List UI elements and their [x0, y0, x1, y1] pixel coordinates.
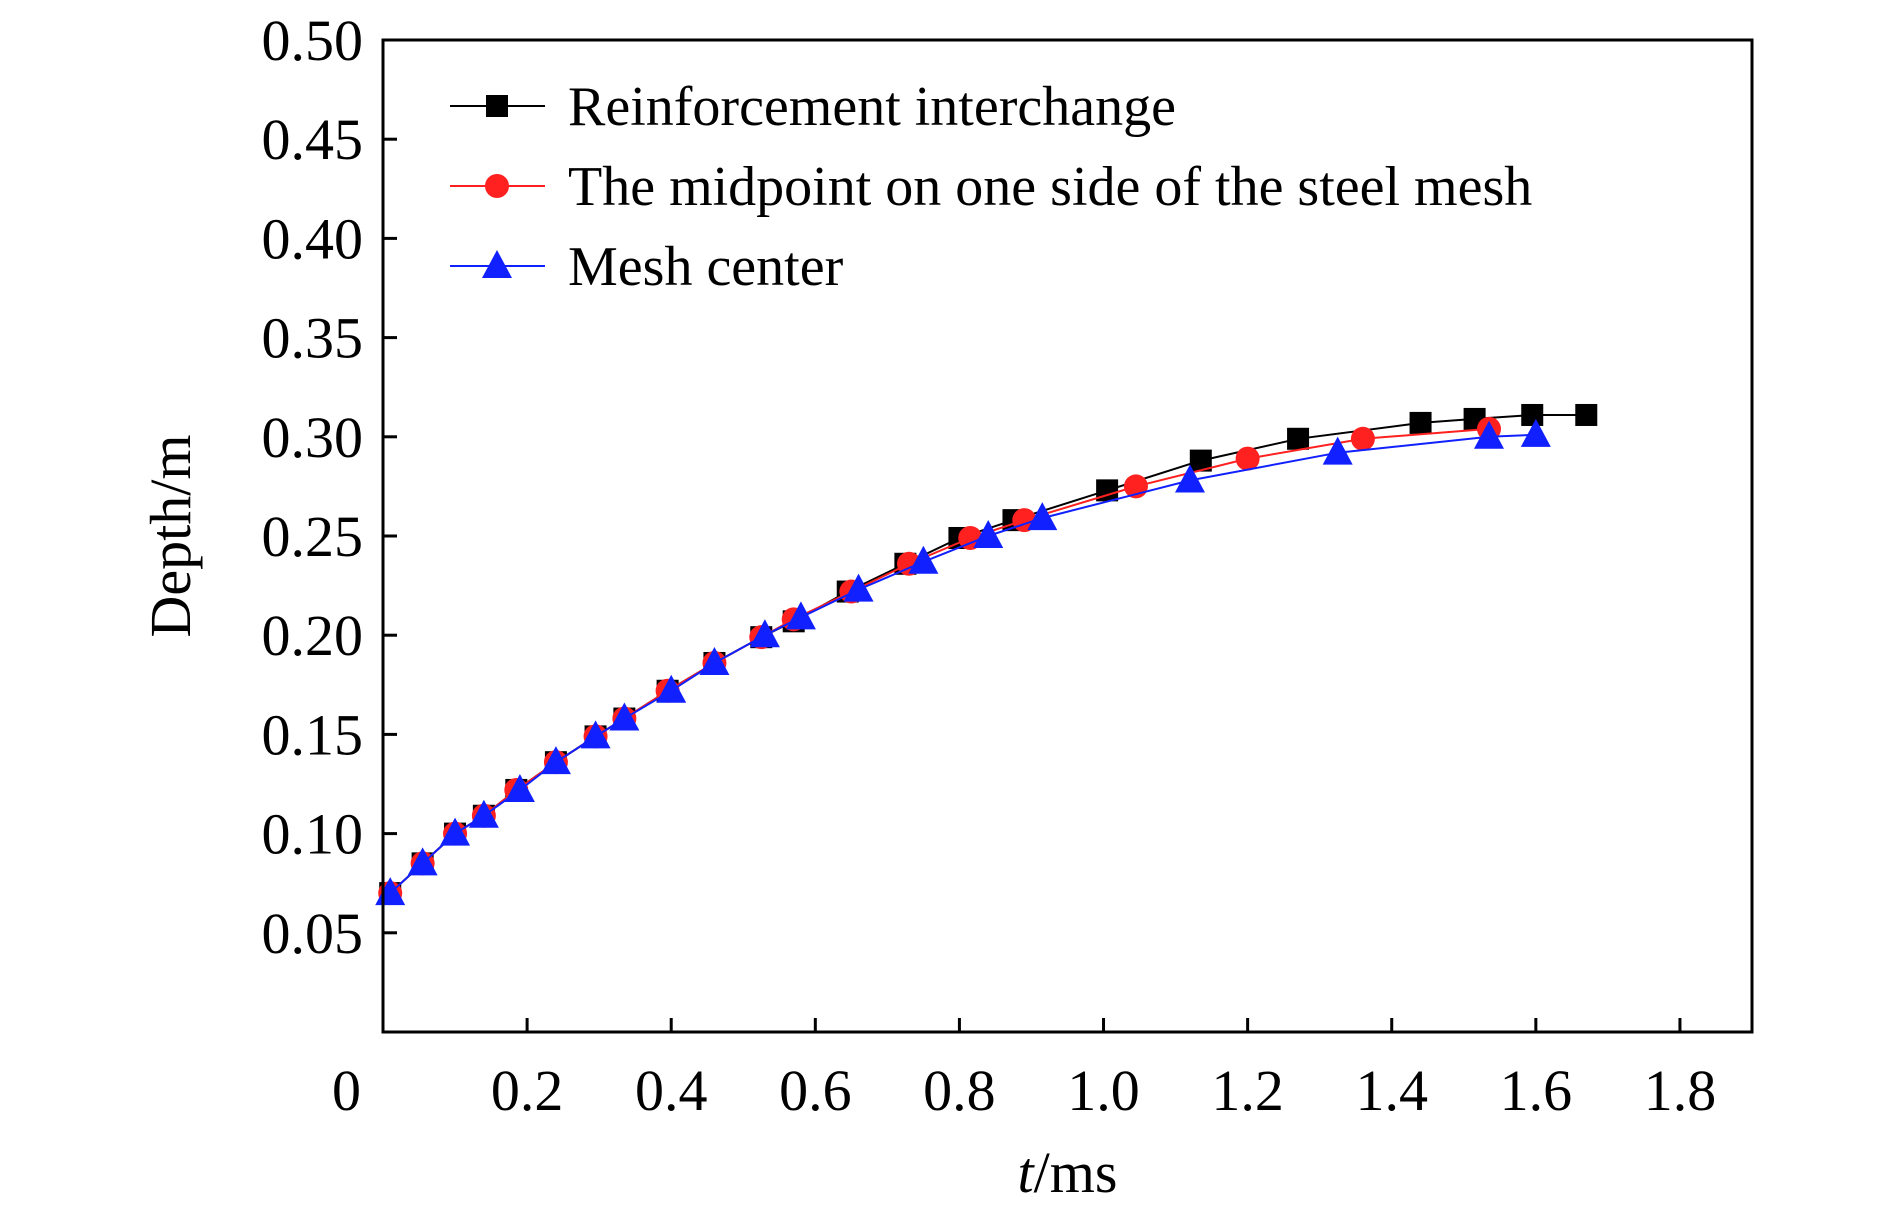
- x-tick-label: 1.6: [1500, 1058, 1573, 1123]
- x-axis-title-variable: t: [1018, 1140, 1036, 1205]
- data-point-square: [1575, 403, 1598, 426]
- data-point-triangle: [580, 720, 611, 749]
- data-point-triangle: [843, 573, 874, 602]
- data-point-triangle: [609, 702, 640, 731]
- data-point-triangle: [656, 674, 687, 703]
- data-point-triangle: [1520, 418, 1551, 447]
- data-point-circle: [1350, 426, 1375, 451]
- data-point-triangle: [785, 601, 816, 630]
- x-axis-title: t/ms: [1018, 1140, 1118, 1205]
- series-layer: [375, 403, 1598, 906]
- data-point-triangle: [973, 520, 1004, 548]
- data-point-circle: [485, 174, 509, 198]
- data-point-triangle: [504, 773, 535, 802]
- legend-item: Reinforcement interchange: [450, 76, 1176, 138]
- x-tick-label: 1.2: [1211, 1058, 1284, 1123]
- y-tick-label: 0.10: [262, 802, 364, 867]
- legend-item: The midpoint on one side of the steel me…: [450, 156, 1532, 218]
- y-tick-label: 0.50: [262, 8, 364, 73]
- data-point-triangle: [440, 817, 471, 846]
- y-tick-label: 0.25: [262, 504, 364, 569]
- data-point-square: [486, 95, 508, 117]
- data-point-triangle: [699, 646, 730, 675]
- y-tick-label: 0.40: [262, 206, 364, 271]
- x-tick-label: 0.4: [635, 1058, 708, 1123]
- data-point-triangle: [540, 746, 571, 775]
- legend: Reinforcement interchange The midpoint on…: [450, 76, 1532, 298]
- x-tick-label: 0.2: [491, 1058, 564, 1123]
- data-point-triangle: [1474, 420, 1505, 449]
- data-point-triangle: [407, 847, 438, 876]
- y-tick-label: 0.20: [262, 603, 364, 668]
- legend-label: The midpoint on one side of the steel me…: [568, 156, 1532, 218]
- data-point-triangle: [482, 250, 512, 278]
- legend-label: Reinforcement interchange: [568, 76, 1176, 138]
- x-axis-title-unit: /ms: [1034, 1140, 1118, 1205]
- data-point-triangle: [1322, 436, 1353, 465]
- data-point-triangle: [1027, 502, 1058, 531]
- legend-label: Mesh center: [568, 236, 844, 298]
- x-tick-label: 0.8: [923, 1058, 996, 1123]
- x-tick-label: 1.8: [1644, 1058, 1717, 1123]
- data-point-circle: [1235, 446, 1260, 471]
- y-tick-label: 0.15: [262, 702, 364, 767]
- y-tick-label: 0.30: [262, 405, 364, 470]
- data-point-square: [1521, 403, 1544, 426]
- data-point-square: [1409, 411, 1432, 434]
- y-axis-title: Depth/m: [138, 435, 203, 638]
- y-tick-label: 0.35: [262, 306, 364, 371]
- data-point-square: [1287, 427, 1310, 450]
- data-point-square: [1189, 449, 1212, 472]
- data-point-triangle: [468, 799, 499, 828]
- x-tick-label: 1.0: [1067, 1058, 1140, 1123]
- x-tick-label: 1.4: [1355, 1058, 1428, 1123]
- series-3: [375, 418, 1551, 906]
- legend-item: Mesh center: [450, 236, 844, 298]
- data-point-triangle: [908, 545, 939, 574]
- y-tick-label: 0.05: [262, 901, 364, 966]
- data-point-triangle: [749, 619, 780, 648]
- data-point-triangle: [1174, 464, 1205, 493]
- axis-layer: 0.050.100.150.200.250.300.350.400.450.50…: [262, 8, 1717, 1123]
- y-tick-label: 0.45: [262, 107, 364, 172]
- x-tick-label: 0.6: [779, 1058, 852, 1123]
- x-tick-label: 0: [332, 1058, 361, 1123]
